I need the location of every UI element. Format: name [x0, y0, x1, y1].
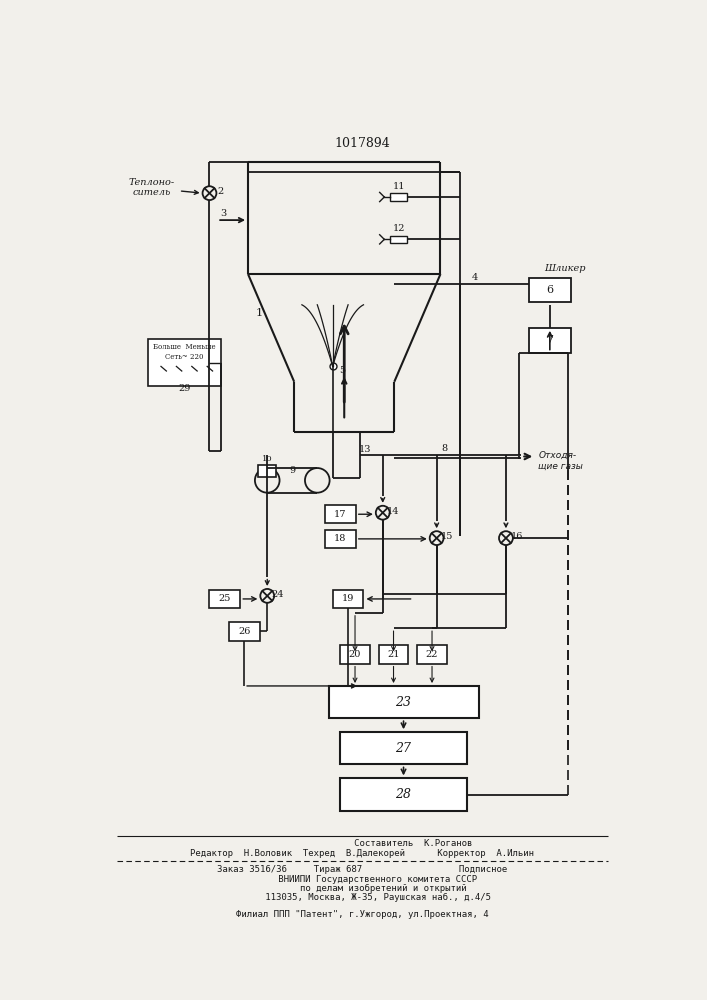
Bar [340, 778, 467, 811]
Text: 17: 17 [334, 510, 346, 519]
Text: 3: 3 [220, 209, 226, 218]
Text: 14: 14 [387, 507, 399, 516]
Text: Отходя-
щие газы: Отходя- щие газы [538, 451, 583, 471]
Text: 20: 20 [349, 650, 361, 659]
Text: Редактор  Н.Воловик  Техред  В.Далекорей      Корректор  А.Ильин: Редактор Н.Воловик Техред В.Далекорей Ко… [190, 849, 534, 858]
Text: 25: 25 [218, 594, 231, 603]
Text: Заказ 3516/36     Тираж 687                  Подписное: Заказ 3516/36 Тираж 687 Подписное [217, 865, 507, 874]
Bar [258, 465, 276, 477]
Text: Филиал ППП "Патент", г.Ужгород, ул.Проектная, 4: Филиал ППП "Патент", г.Ужгород, ул.Проек… [235, 910, 489, 919]
Bar [333, 590, 363, 608]
Text: 11: 11 [392, 182, 405, 191]
Bar [325, 505, 356, 523]
Bar [229, 622, 259, 641]
Bar [417, 645, 447, 664]
Text: Сеть~ 220: Сеть~ 220 [165, 353, 204, 361]
Text: 27: 27 [395, 742, 411, 755]
Text: 113035, Москва, Ж-35, Раушская наб., д.4/5: 113035, Москва, Ж-35, Раушская наб., д.4… [233, 893, 491, 902]
Text: 29: 29 [178, 384, 190, 393]
Text: 4: 4 [472, 273, 478, 282]
Text: 28: 28 [395, 788, 411, 801]
Text: 22: 22 [426, 650, 438, 659]
Text: Больше  Меньше: Больше Меньше [153, 343, 216, 351]
Text: 19: 19 [342, 594, 354, 603]
Text: ВНИИПИ Государственного комитета СССР: ВНИИПИ Государственного комитета СССР [247, 875, 477, 884]
Text: 18: 18 [334, 534, 346, 543]
Text: 8: 8 [441, 444, 448, 453]
Text: 10: 10 [262, 455, 273, 463]
Bar [390, 235, 407, 243]
Text: 24: 24 [271, 590, 284, 599]
Text: 13: 13 [358, 445, 371, 454]
Bar [148, 339, 221, 386]
Text: 6: 6 [547, 285, 554, 295]
Text: 26: 26 [238, 627, 250, 636]
Bar [325, 530, 356, 548]
Text: Шликер: Шликер [544, 264, 586, 273]
Bar [209, 590, 240, 608]
Bar [340, 732, 467, 764]
Text: 16: 16 [510, 532, 523, 541]
Text: 2: 2 [217, 187, 223, 196]
Text: 21: 21 [387, 650, 399, 659]
Text: 1: 1 [256, 308, 263, 318]
Text: Теплоно-
ситель: Теплоно- ситель [129, 178, 175, 197]
Text: 5: 5 [339, 366, 345, 375]
Bar [379, 645, 408, 664]
Bar [529, 328, 571, 353]
Text: 12: 12 [392, 224, 405, 233]
Bar [390, 193, 407, 201]
Text: Составитель  К.Роганов: Составитель К.Роганов [252, 839, 472, 848]
Text: 1017894: 1017894 [334, 137, 390, 150]
Bar [329, 686, 479, 718]
Bar [529, 278, 571, 302]
Text: 9: 9 [290, 466, 296, 475]
Text: 7: 7 [547, 335, 554, 345]
Bar [340, 645, 370, 664]
Text: по делам изобретений и открытий: по делам изобретений и открытий [257, 884, 467, 893]
Text: 23: 23 [395, 696, 411, 709]
Text: 15: 15 [441, 532, 454, 541]
